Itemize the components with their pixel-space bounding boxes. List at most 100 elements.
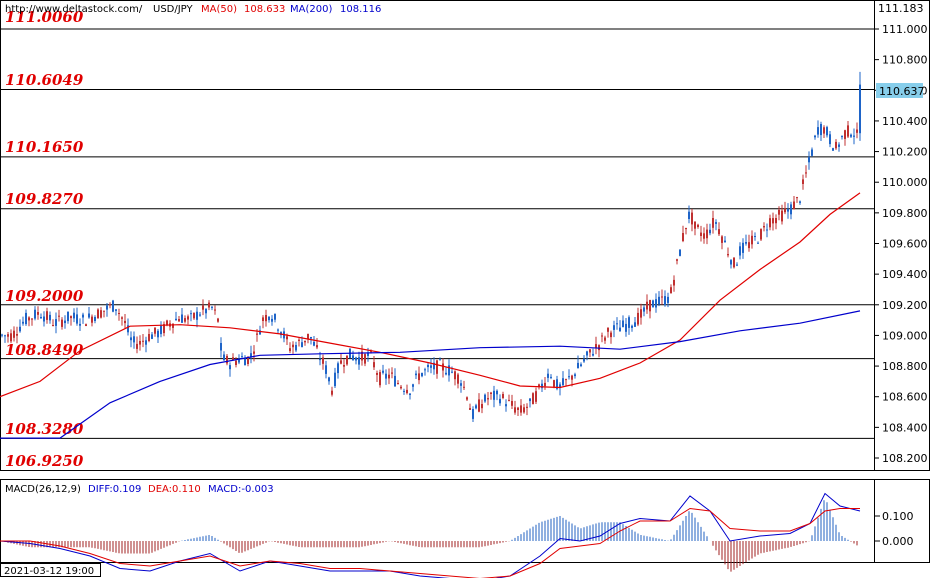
candle-body — [586, 351, 588, 356]
candle-body — [25, 312, 27, 325]
candle-body — [823, 127, 825, 134]
candle-body — [472, 409, 474, 419]
candle-body — [592, 353, 594, 356]
candle-body — [766, 229, 768, 231]
candle-body — [163, 324, 165, 334]
candle-body — [568, 376, 570, 378]
candle-body — [739, 246, 741, 256]
candle-body — [760, 229, 762, 240]
candle-body — [556, 379, 558, 389]
candle-body — [67, 311, 69, 322]
candle-body — [370, 351, 372, 353]
candle-body — [451, 371, 453, 373]
candle-body — [607, 328, 609, 332]
candle-body — [109, 304, 111, 306]
candle-body — [286, 336, 288, 340]
candle-body — [793, 201, 795, 210]
candle-body — [697, 224, 699, 227]
price-tick-label: 108.800 — [882, 360, 928, 373]
candle-body — [406, 389, 408, 394]
candle-body — [553, 380, 555, 387]
candle-body — [799, 201, 801, 203]
candle-body — [28, 317, 30, 321]
candle-body — [820, 124, 822, 136]
candle-body — [358, 357, 360, 365]
candle-body — [19, 326, 21, 332]
candle-body — [322, 357, 324, 364]
candle-body — [97, 309, 99, 319]
candle-body — [49, 314, 51, 321]
candle-body — [850, 134, 852, 137]
candle-body — [496, 390, 498, 395]
candle-body — [157, 330, 159, 338]
candle-body — [79, 323, 81, 326]
candle-body — [634, 322, 636, 327]
candle-body — [40, 317, 42, 319]
price-tick-label: 109.400 — [882, 268, 928, 281]
candle-body — [589, 349, 591, 353]
candle-body — [385, 373, 387, 379]
candle-body — [418, 373, 420, 381]
candle-body — [655, 299, 657, 308]
candle-body — [244, 358, 246, 366]
candle-body — [700, 232, 702, 236]
candle-body — [76, 314, 78, 324]
price-tick-label: 108.600 — [882, 391, 928, 404]
candle-body — [277, 329, 279, 331]
candle-body — [85, 324, 87, 326]
candle-body — [436, 360, 438, 374]
candle-body — [433, 362, 435, 370]
candle-body — [787, 209, 789, 212]
candle-body — [844, 130, 846, 139]
candle-body — [409, 393, 411, 395]
candle-body — [664, 296, 666, 306]
candle-body — [460, 383, 462, 386]
candle-body — [832, 148, 834, 151]
candle-body — [475, 405, 477, 409]
current-price-label: 110.637 — [879, 85, 925, 98]
candle-body — [52, 325, 54, 326]
macd-axis-frame — [874, 479, 930, 563]
level-label: 108.8490 — [5, 341, 84, 359]
candle-body — [769, 218, 771, 228]
candle-body — [538, 384, 540, 388]
candle-body — [73, 312, 75, 319]
candle-body — [481, 404, 483, 409]
candle-body — [319, 358, 321, 361]
candle-body — [178, 319, 180, 322]
candle-body — [796, 197, 798, 199]
candle-body — [232, 357, 234, 361]
candle-body — [133, 336, 135, 343]
candle-body — [187, 316, 189, 320]
candle-body — [94, 317, 96, 321]
candle-body — [712, 218, 714, 228]
candle-body — [82, 314, 84, 318]
candle-body — [301, 342, 303, 347]
candle-body — [562, 378, 564, 386]
symbol-label: USD/JPY — [153, 4, 193, 15]
price-tick-label: 109.600 — [882, 238, 928, 251]
datetime-box — [0, 563, 101, 577]
candle-body — [487, 398, 489, 400]
candle-body — [469, 408, 471, 410]
candle-body — [838, 144, 840, 147]
macd-tick-0000: 0.000 — [882, 535, 914, 548]
candle-body — [463, 386, 465, 388]
candles — [1, 71, 861, 422]
candle-body — [112, 300, 114, 312]
candle-body — [160, 325, 162, 335]
level-label: 110.1650 — [5, 138, 84, 156]
candle-body — [505, 404, 507, 407]
candle-body — [184, 318, 186, 322]
candle-body — [151, 334, 153, 339]
candle-body — [628, 317, 630, 328]
candle-body — [397, 383, 399, 384]
candle-body — [775, 218, 777, 224]
macd-diff-label: DIFF:0.109 — [88, 484, 141, 495]
candle-body — [703, 233, 705, 239]
candle-body — [625, 323, 627, 332]
candle-body — [115, 309, 117, 311]
candle-body — [757, 242, 759, 244]
